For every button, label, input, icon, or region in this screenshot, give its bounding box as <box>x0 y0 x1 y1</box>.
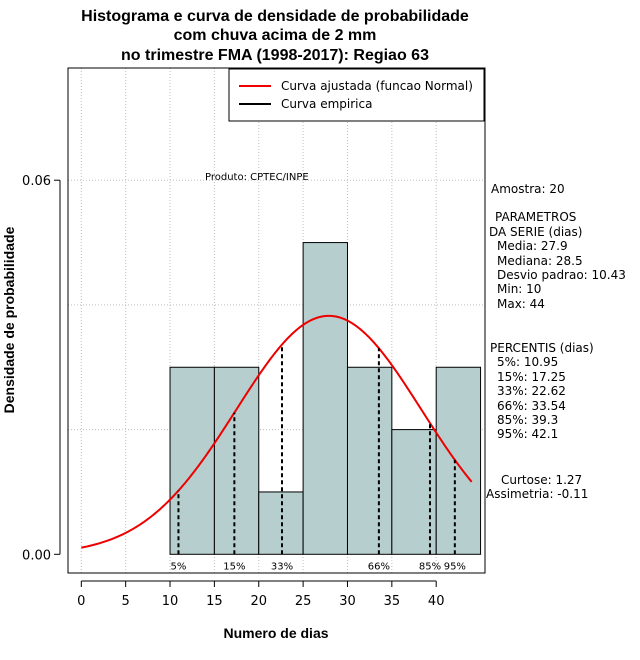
stat-assimetria: Assimetria: -0.11 <box>486 487 588 501</box>
product-annotation: Produto: CPTEC/INPE <box>205 172 309 183</box>
stat-p33: 33%: 22.62 <box>497 384 566 398</box>
histogram-bar <box>169 366 215 555</box>
normal-fit-curve <box>81 314 473 549</box>
stats-panel: Amostra: 20 PARAMETROS DA SERIE (dias) M… <box>486 182 626 501</box>
percentile-label: 33% <box>271 561 293 572</box>
percentile-lines: 5% 15% 33% 66% 85% 95% <box>171 344 466 572</box>
legend-label-empirical: Curva empirica <box>281 97 372 111</box>
stat-curtose: Curtose: 1.27 <box>501 473 582 487</box>
stat-p15: 15%: 17.25 <box>497 370 566 384</box>
legend-box <box>228 68 485 122</box>
histogram-bar <box>258 491 304 555</box>
x-tick-label: 15 <box>206 594 223 609</box>
chart-title-line-3: no trimestre FMA (1998-2017): Regiao 63 <box>121 47 429 64</box>
y-tick-label: 0.06 <box>22 174 51 189</box>
legend-label-fit: Curva ajustada (funcao Normal) <box>281 79 473 93</box>
stat-param-title-2: DA SERIE (dias) <box>489 225 582 239</box>
histogram-bar <box>346 366 393 555</box>
axes: 0 5 10 15 20 25 30 35 40 0.00 0.06 <box>22 174 444 609</box>
stat-p66: 66%: 33.54 <box>497 399 566 413</box>
stat-media: Media: 27.9 <box>497 239 568 253</box>
legend: Curva ajustada (funcao Normal) Curva emp… <box>228 68 485 122</box>
percentile-label: 85% <box>419 561 441 572</box>
percentile-label: 66% <box>368 561 390 572</box>
stat-mediana: Mediana: 28.5 <box>497 254 583 268</box>
normal-curve-layer <box>81 314 473 549</box>
percentile-label: 5% <box>171 561 187 572</box>
plot-frame <box>67 67 486 574</box>
stat-amostra: Amostra: 20 <box>491 182 565 196</box>
y-tick-label: 0.00 <box>22 548 51 563</box>
histogram-bars <box>169 242 482 555</box>
stat-desvio: Desvio padrao: 10.43 <box>497 268 626 282</box>
x-tick-label: 35 <box>384 594 401 609</box>
histogram-bar <box>302 242 348 555</box>
stat-param-title-1: PARAMETROS <box>495 210 576 224</box>
percentile-label: 95% <box>444 561 466 572</box>
x-tick-label: 25 <box>295 594 312 609</box>
x-tick-label: 20 <box>250 594 267 609</box>
y-axis-label: Densidade de probabilidade <box>1 226 17 413</box>
x-tick-label: 10 <box>162 594 179 609</box>
chart-title-line-2: com chuva acima de 2 mm <box>174 27 377 44</box>
x-tick-label: 30 <box>339 594 356 609</box>
histogram-bar <box>435 366 482 555</box>
x-tick-label: 0 <box>77 594 85 609</box>
stat-p85: 85%: 39.3 <box>497 413 558 427</box>
stat-p5: 5%: 10.95 <box>497 355 558 369</box>
stat-min: Min: 10 <box>497 282 541 296</box>
stat-p95: 95%: 42.1 <box>497 427 558 441</box>
histogram-bar <box>213 366 260 555</box>
chart-title-line-1: Histograma e curva de densidade de proba… <box>81 8 469 25</box>
x-tick-label: 5 <box>122 594 130 609</box>
stat-perc-title: PERCENTIS (dias) <box>490 341 594 355</box>
stat-max: Max: 44 <box>497 297 545 311</box>
percentile-label: 15% <box>223 561 245 572</box>
x-tick-label: 40 <box>428 594 445 609</box>
x-axis-label: Numero de dias <box>223 625 328 641</box>
